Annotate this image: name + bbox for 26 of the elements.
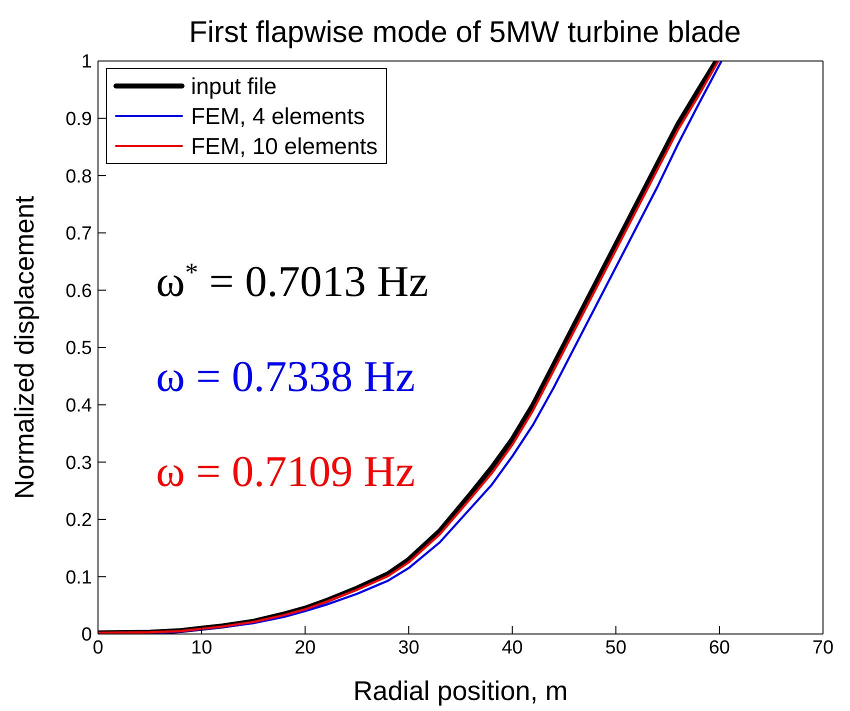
- x-tick-label: 60: [708, 637, 730, 658]
- y-tick-label: 0.1: [66, 567, 92, 588]
- legend-label: FEM, 4 elements: [191, 102, 365, 130]
- y-tick-label: 0.9: [66, 109, 92, 130]
- x-tick-label: 50: [605, 637, 626, 658]
- y-tick-label: 0.6: [66, 280, 92, 302]
- chart-title: First flapwise mode of 5MW turbine blade: [189, 16, 741, 49]
- x-tick-label: 10: [191, 637, 212, 658]
- y-tick-label: 0.7: [66, 224, 92, 245]
- y-axis-title: Normalized displacement: [10, 195, 40, 500]
- x-tick-label: 40: [502, 637, 523, 658]
- y-tick-label: 0.4: [66, 396, 92, 417]
- y-tick-label: 0.5: [66, 338, 92, 360]
- x-axis-title: Radial position, m: [353, 676, 568, 706]
- annotation: ω = 0.7109 Hz: [156, 447, 416, 496]
- x-tick-label: 30: [398, 637, 420, 658]
- y-tick-label: 0.8: [66, 166, 92, 188]
- y-tick-label: 0.3: [66, 452, 92, 474]
- y-tick-label: 1: [81, 52, 92, 73]
- y-tick-label: 0.2: [66, 510, 92, 532]
- annotation: ω$^{*}$ = 0.7013 Hz: [156, 257, 428, 306]
- legend-label: input file: [191, 72, 277, 100]
- x-tick-label: 70: [812, 637, 834, 658]
- legend-label: FEM, 10 elements: [191, 132, 378, 160]
- x-tick-label: 20: [294, 637, 316, 658]
- annotation: ω = 0.7338 Hz: [156, 352, 416, 401]
